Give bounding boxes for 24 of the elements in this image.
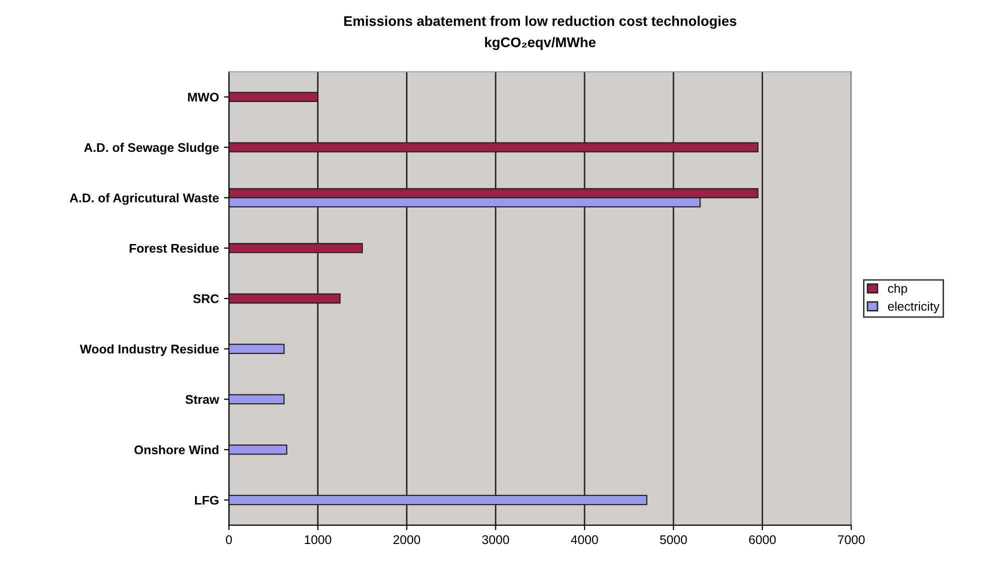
legend-label: chp <box>888 284 908 296</box>
y-tick-label: LFG <box>195 496 218 505</box>
x-tick-label: 3000 <box>482 535 510 544</box>
y-tick-label: Wood Industry Residue <box>80 344 219 356</box>
y-tick-label: SRC <box>193 294 219 304</box>
x-tick-label: 2000 <box>393 535 420 544</box>
x-tick-label: 7000 <box>838 535 865 544</box>
y-tick-label: MWO <box>188 92 219 102</box>
bar <box>228 394 285 404</box>
y-tick-label: Straw <box>186 395 220 404</box>
x-tick-label: 0 <box>226 535 232 544</box>
bar <box>228 444 288 455</box>
x-tick-label: 5000 <box>660 535 687 544</box>
bar <box>228 344 285 354</box>
y-tick-label: Forest Residue <box>130 244 219 253</box>
legend-label: electricity <box>888 302 940 314</box>
x-tick-label: 1000 <box>304 535 332 544</box>
y-tick-label: A.D. of Sewage Sludge <box>84 142 219 155</box>
chart-title: Emissions abatement from low reduction cost technologies <box>344 16 736 29</box>
y-tick-label: A.D. of Agricutural Waste <box>70 193 219 205</box>
chart-subtitle: kgCO₂eqv/MWhe <box>485 37 596 50</box>
x-tick-label: 4000 <box>570 535 598 544</box>
y-tick-label: Onshore Wind <box>134 445 218 454</box>
x-tick-label: 6000 <box>749 535 776 544</box>
